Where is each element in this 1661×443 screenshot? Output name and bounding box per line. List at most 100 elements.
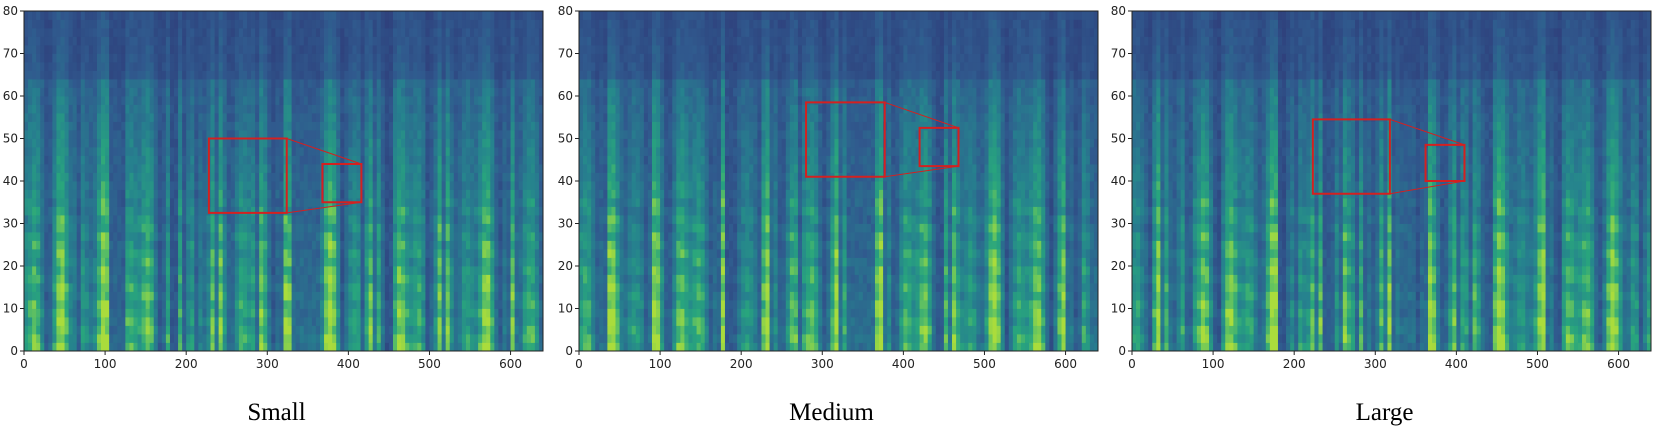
heatmap-cell <box>117 215 122 224</box>
heatmap-cell <box>332 223 337 233</box>
heatmap-cell <box>238 113 244 122</box>
heatmap-cell <box>259 172 264 182</box>
heatmap-cell <box>506 181 511 190</box>
heatmap-cell <box>417 317 422 326</box>
heatmap-cell <box>397 70 402 80</box>
heatmap-cell <box>299 28 305 37</box>
heatmap-cell <box>486 300 491 309</box>
heatmap-cell <box>376 19 382 29</box>
heatmap-cell <box>470 45 475 54</box>
heatmap-cell <box>498 172 503 182</box>
heatmap-cell <box>101 283 106 292</box>
heatmap-cell <box>319 325 325 335</box>
heatmap-cell <box>153 308 159 318</box>
heatmap-cell <box>267 249 272 258</box>
heatmap-cell <box>238 172 244 182</box>
heatmap-cell <box>202 70 207 80</box>
heatmap-cell <box>117 79 122 88</box>
heatmap-cell <box>425 266 430 275</box>
heatmap-cell <box>340 223 345 233</box>
heatmap-cell <box>92 130 98 139</box>
heatmap-cell <box>182 257 187 267</box>
heatmap-cell <box>279 215 284 224</box>
heatmap-cell <box>92 198 98 207</box>
heatmap-cell <box>291 130 297 139</box>
heatmap-cell <box>88 189 94 199</box>
heatmap-cell <box>368 317 374 326</box>
heatmap-cell <box>279 138 284 148</box>
heatmap-cell <box>445 19 451 29</box>
heatmap-cell <box>267 334 272 343</box>
heatmap-cell <box>421 257 426 267</box>
heatmap-cell <box>214 274 220 284</box>
heatmap-cell <box>238 232 244 241</box>
heatmap-cell <box>242 138 248 148</box>
heatmap-cell <box>238 266 244 275</box>
heatmap-cell <box>169 317 175 326</box>
heatmap-cell <box>247 274 252 284</box>
heatmap-cell <box>470 249 475 258</box>
heatmap-cell <box>328 300 333 309</box>
heatmap-cell <box>344 28 349 37</box>
heatmap-cell <box>360 198 365 207</box>
heatmap-cell <box>514 206 520 216</box>
heatmap-cell <box>149 53 155 63</box>
heatmap-cell <box>478 249 483 258</box>
heatmap-cell <box>251 104 256 114</box>
heatmap-cell <box>238 300 244 309</box>
heatmap-cell <box>178 19 183 29</box>
heatmap-cell <box>109 62 114 71</box>
heatmap-cell <box>125 53 130 63</box>
heatmap-cell <box>336 70 341 80</box>
heatmap-cell <box>388 79 394 88</box>
heatmap-cell <box>198 181 203 190</box>
heatmap-cell <box>510 181 516 190</box>
heatmap-cell <box>218 130 224 139</box>
heatmap-cell <box>453 206 459 216</box>
heatmap-cell <box>303 249 309 258</box>
heatmap-cell <box>133 172 138 182</box>
heatmap-cell <box>242 104 248 114</box>
heatmap-cell <box>502 325 507 335</box>
heatmap-cell <box>425 138 430 148</box>
heatmap-cell <box>376 342 382 352</box>
heatmap-cell <box>502 189 507 199</box>
heatmap-cell <box>425 130 430 139</box>
heatmap-cell <box>336 113 341 122</box>
heatmap-cell <box>311 189 317 199</box>
heatmap-cell <box>137 53 142 63</box>
heatmap-cell <box>486 325 491 335</box>
heatmap-cell <box>161 155 167 165</box>
heatmap-cell <box>198 28 203 37</box>
heatmap-cell <box>271 70 276 80</box>
heatmap-cell <box>117 198 122 207</box>
heatmap-cell <box>522 130 528 139</box>
heatmap-cell <box>376 334 382 343</box>
heatmap-cell <box>506 45 511 54</box>
heatmap-cell <box>222 223 228 233</box>
heatmap-cell <box>384 87 390 97</box>
heatmap-cell <box>129 79 134 88</box>
heatmap-cell <box>169 325 175 335</box>
heatmap-cell <box>271 147 276 156</box>
heatmap-cell <box>263 104 268 114</box>
heatmap-cell <box>344 36 349 46</box>
heatmap-cell <box>267 198 272 207</box>
heatmap-cell <box>64 53 69 63</box>
heatmap-cell <box>364 62 370 71</box>
heatmap-cell <box>388 130 394 139</box>
heatmap-cell <box>92 249 98 258</box>
heatmap-cell <box>263 87 268 97</box>
heatmap-cell <box>157 28 163 37</box>
heatmap-cell <box>433 121 438 131</box>
heatmap-cell <box>441 11 447 20</box>
heatmap-cell <box>336 300 341 309</box>
heatmap-cell <box>80 300 86 309</box>
heatmap-cell <box>60 334 65 343</box>
heatmap-cell <box>210 181 215 190</box>
heatmap-cell <box>96 342 102 352</box>
heatmap-cell <box>518 130 524 139</box>
heatmap-cell <box>28 325 33 335</box>
heatmap-cell <box>40 87 45 97</box>
heatmap-cell <box>384 164 390 173</box>
